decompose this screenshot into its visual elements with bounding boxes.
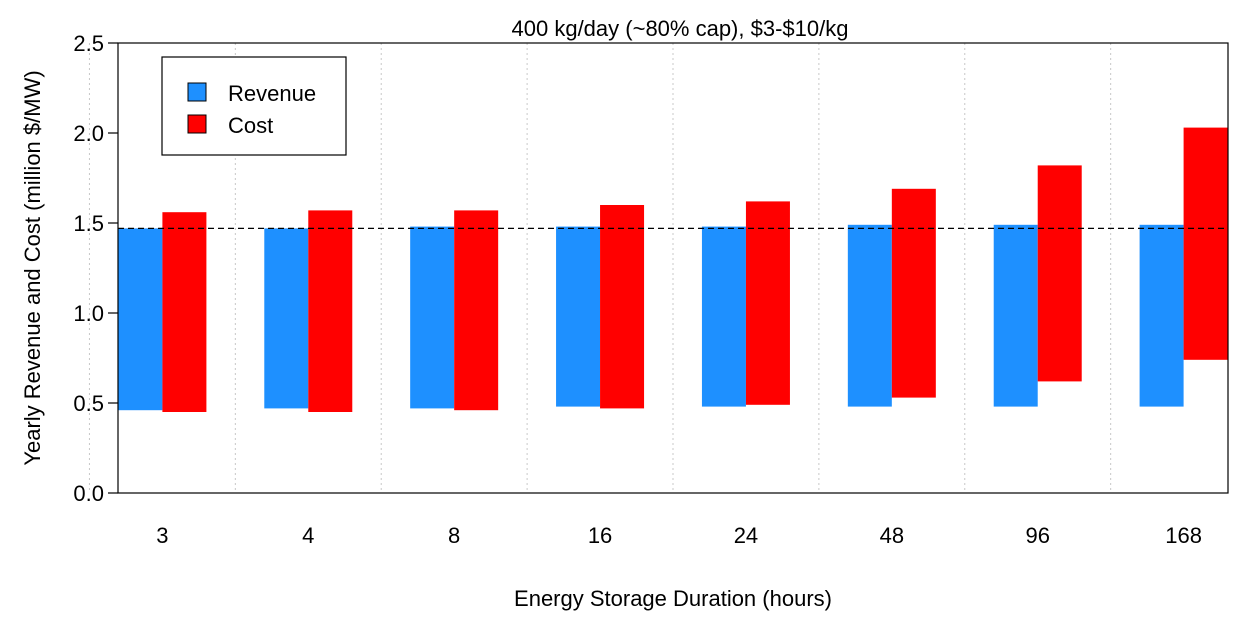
bar-cost-48 (891, 188, 936, 398)
bar-revenue-168 (1139, 224, 1184, 407)
x-tick-label: 168 (1165, 523, 1202, 548)
bar-revenue-8 (410, 226, 455, 409)
bar-cost-4 (308, 210, 353, 412)
bar-cost-8 (454, 210, 499, 411)
x-tick-label: 4 (302, 523, 314, 548)
x-axis-title: Energy Storage Duration (hours) (514, 586, 832, 611)
bar-cost-3 (162, 212, 207, 412)
y-tick-label: 1.0 (73, 301, 104, 326)
legend-label-cost: Cost (228, 113, 273, 138)
legend: Revenue Cost (161, 56, 347, 156)
legend-swatch-cost (187, 114, 207, 134)
x-tick-label: 24 (734, 523, 758, 548)
bar-revenue-16 (556, 226, 601, 407)
y-tick-label: 2.0 (73, 121, 104, 146)
bar-cost-96 (1037, 165, 1082, 382)
y-tick-label: 2.5 (73, 31, 104, 56)
bar-revenue-24 (701, 226, 746, 407)
bar-cost-24 (745, 201, 790, 405)
bar-revenue-3 (118, 228, 163, 411)
x-tick-label: 3 (156, 523, 168, 548)
bar-layer (118, 127, 1228, 412)
legend-box (161, 56, 347, 156)
x-tick-label: 16 (588, 523, 612, 548)
bar-cost-16 (600, 205, 645, 409)
bar-revenue-96 (993, 224, 1038, 407)
legend-swatch-revenue (187, 82, 207, 102)
x-tick-label: 96 (1025, 523, 1049, 548)
legend-label-revenue: Revenue (228, 81, 316, 106)
bar-revenue-48 (847, 224, 892, 407)
y-axis-title: Yearly Revenue and Cost (million $/MW) (20, 70, 45, 465)
chart-title: 400 kg/day (~80% cap), $3-$10/kg (512, 16, 849, 41)
bar-revenue-4 (264, 228, 309, 409)
y-tick-label: 0.0 (73, 481, 104, 506)
bar-cost-168 (1183, 127, 1228, 360)
x-tick-label: 8 (448, 523, 460, 548)
plot-frame (117, 42, 1229, 494)
y-tick-label: 0.5 (73, 391, 104, 416)
x-tick-label: 48 (880, 523, 904, 548)
y-tick-label: 1.5 (73, 211, 104, 236)
